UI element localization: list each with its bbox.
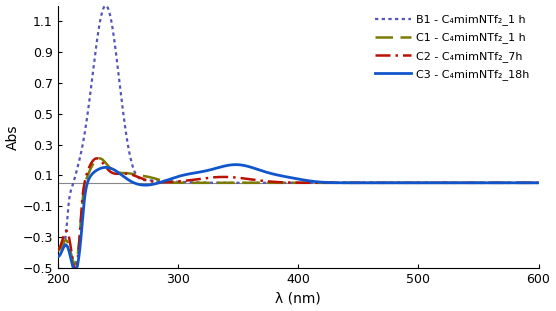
C3 - C₄mimNTf₂_18h bbox=[110, 167, 116, 171]
C1 - C₄mimNTf₂_1 h bbox=[526, 181, 533, 185]
C1 - C₄mimNTf₂_1 h bbox=[474, 181, 481, 185]
B1 - C₄mimNTf₂_1 h bbox=[54, 246, 61, 250]
B1 - C₄mimNTf₂_1 h bbox=[239, 181, 246, 185]
B1 - C₄mimNTf₂_1 h bbox=[526, 181, 533, 185]
C2 - C₄mimNTf₂_7h bbox=[239, 176, 246, 180]
C2 - C₄mimNTf₂_7h bbox=[72, 268, 78, 272]
B1 - C₄mimNTf₂_1 h bbox=[260, 181, 266, 185]
C1 - C₄mimNTf₂_1 h bbox=[72, 262, 78, 266]
B1 - C₄mimNTf₂_1 h bbox=[535, 181, 542, 185]
C3 - C₄mimNTf₂_18h bbox=[474, 181, 481, 185]
C2 - C₄mimNTf₂_7h bbox=[138, 176, 145, 180]
Line: C2 - C₄mimNTf₂_7h: C2 - C₄mimNTf₂_7h bbox=[58, 158, 539, 270]
C3 - C₄mimNTf₂_18h bbox=[54, 255, 61, 258]
C3 - C₄mimNTf₂_18h bbox=[260, 169, 266, 173]
X-axis label: λ (nm): λ (nm) bbox=[275, 291, 321, 305]
Y-axis label: Abs: Abs bbox=[6, 124, 19, 150]
C3 - C₄mimNTf₂_18h bbox=[535, 181, 542, 185]
C3 - C₄mimNTf₂_18h bbox=[526, 181, 533, 185]
C1 - C₄mimNTf₂_1 h bbox=[535, 181, 542, 185]
Line: B1 - C₄mimNTf₂_1 h: B1 - C₄mimNTf₂_1 h bbox=[58, 6, 539, 248]
C2 - C₄mimNTf₂_7h bbox=[526, 181, 533, 185]
C3 - C₄mimNTf₂_18h bbox=[239, 163, 246, 167]
C1 - C₄mimNTf₂_1 h bbox=[239, 181, 246, 185]
C2 - C₄mimNTf₂_7h bbox=[535, 181, 542, 185]
B1 - C₄mimNTf₂_1 h bbox=[102, 4, 109, 7]
C3 - C₄mimNTf₂_18h bbox=[232, 163, 239, 166]
C2 - C₄mimNTf₂_7h bbox=[93, 156, 100, 160]
C2 - C₄mimNTf₂_7h bbox=[54, 248, 61, 251]
Line: C1 - C₄mimNTf₂_1 h: C1 - C₄mimNTf₂_1 h bbox=[58, 158, 539, 264]
C3 - C₄mimNTf₂_18h bbox=[138, 183, 145, 187]
B1 - C₄mimNTf₂_1 h bbox=[138, 178, 145, 181]
C1 - C₄mimNTf₂_1 h bbox=[110, 169, 116, 172]
C1 - C₄mimNTf₂_1 h bbox=[96, 156, 103, 160]
Line: C3 - C₄mimNTf₂_18h: C3 - C₄mimNTf₂_18h bbox=[58, 165, 539, 271]
C1 - C₄mimNTf₂_1 h bbox=[138, 174, 145, 177]
Legend: B1 - C₄mimNTf₂_1 h, C1 - C₄mimNTf₂_1 h, C2 - C₄mimNTf₂_7h, C3 - C₄mimNTf₂_18h: B1 - C₄mimNTf₂_1 h, C1 - C₄mimNTf₂_1 h, … bbox=[372, 11, 533, 83]
C2 - C₄mimNTf₂_7h bbox=[110, 171, 116, 175]
C2 - C₄mimNTf₂_7h bbox=[474, 181, 481, 185]
C2 - C₄mimNTf₂_7h bbox=[260, 179, 266, 183]
C1 - C₄mimNTf₂_1 h bbox=[260, 181, 266, 185]
B1 - C₄mimNTf₂_1 h bbox=[110, 27, 116, 31]
C3 - C₄mimNTf₂_18h bbox=[72, 269, 78, 273]
C1 - C₄mimNTf₂_1 h bbox=[54, 248, 61, 252]
B1 - C₄mimNTf₂_1 h bbox=[474, 181, 481, 185]
